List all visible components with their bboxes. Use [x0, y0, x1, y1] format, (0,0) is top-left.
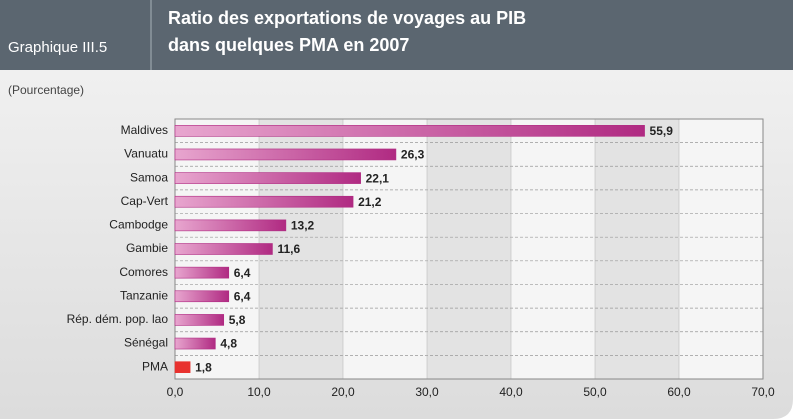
y-tick-label: Tanzanie	[120, 288, 168, 302]
x-tick-label: 50,0	[583, 385, 607, 399]
bar	[174, 195, 354, 208]
y-tick-label: Comores	[119, 265, 168, 279]
value-label: 1,8	[195, 360, 212, 374]
bar	[174, 266, 230, 279]
chart-title: Ratio des exportations de voyages au PIB	[168, 8, 526, 28]
plot-band	[595, 119, 679, 379]
chart-subtitle: dans quelques PMA en 2007	[168, 35, 409, 55]
y-tick-label: Gambie	[126, 241, 168, 255]
plot-band	[511, 119, 595, 379]
y-tick-label: Rép. dém. pop. lao	[67, 312, 169, 326]
plot-band	[427, 119, 511, 379]
unit-note: (Pourcentage)	[8, 83, 84, 97]
bar	[174, 314, 225, 326]
bar	[174, 148, 397, 161]
value-label: 6,4	[234, 266, 251, 280]
x-tick-label: 0,0	[167, 385, 184, 399]
bar	[174, 290, 230, 303]
bar	[174, 125, 645, 137]
x-tick-label: 30,0	[415, 385, 439, 399]
y-tick-label: Maldives	[121, 123, 168, 137]
plot-band	[343, 119, 427, 379]
y-tick-label: Cap-Vert	[121, 194, 169, 208]
value-label: 26,3	[401, 148, 425, 162]
bar	[174, 172, 361, 184]
plot-band	[679, 119, 763, 379]
bar	[174, 361, 191, 373]
bar	[174, 337, 216, 350]
value-label: 55,9	[650, 124, 674, 138]
value-label: 21,2	[358, 195, 382, 209]
bar	[174, 219, 287, 232]
y-tick-label: Sénégal	[124, 336, 168, 350]
value-label: 13,2	[291, 219, 315, 233]
value-label: 11,6	[277, 242, 300, 256]
bar	[174, 243, 273, 255]
value-label: 5,8	[229, 313, 246, 327]
value-label: 6,4	[234, 289, 251, 303]
figure-label: Graphique III.5	[8, 39, 107, 56]
x-tick-label: 20,0	[331, 385, 355, 399]
plot-band	[259, 119, 343, 379]
header	[0, 0, 793, 70]
y-tick-label: PMA	[142, 359, 168, 373]
value-label: 22,1	[366, 171, 390, 185]
x-tick-label: 70,0	[751, 385, 775, 399]
y-tick-label: Cambodge	[109, 218, 168, 232]
value-label: 4,8	[220, 337, 237, 351]
x-tick-label: 10,0	[247, 385, 271, 399]
x-tick-label: 60,0	[667, 385, 691, 399]
y-tick-label: Vanuatu	[124, 147, 168, 161]
x-tick-label: 40,0	[499, 385, 523, 399]
y-tick-label: Samoa	[130, 170, 168, 184]
